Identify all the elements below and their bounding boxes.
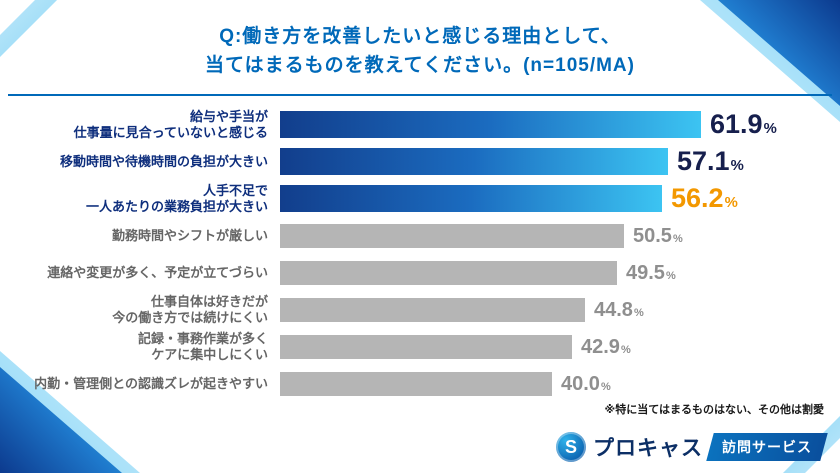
category-label: 勤務時間やシフトが厳しい xyxy=(111,227,268,243)
chart-row: 連絡や変更が多く、予定が立てづらい 49.5% xyxy=(8,254,832,291)
bar-gray xyxy=(280,297,585,322)
chart-row: 勤務時間やシフトが厳しい 50.5% xyxy=(8,217,832,254)
category-label: 移動時間や待機時間の負担が大きい xyxy=(59,153,268,169)
bar-chart: 給与や手当が 仕事量に見合っていないと感じる 61.9% 移動時間や待機時間の負担が大… xyxy=(8,106,832,402)
bar-gray xyxy=(280,371,552,396)
service-tag-badge: 訪問サービス xyxy=(706,433,828,461)
category-label: 連絡や変更が多く、予定が立てづらい xyxy=(47,264,268,280)
chart-row: 給与や手当が 仕事量に見合っていないと感じる 61.9% xyxy=(8,106,832,143)
category-label: 給与や手当が 仕事量に見合っていないと感じる xyxy=(73,109,268,140)
value-label: 40.0% xyxy=(561,372,611,395)
brand-name: プロキャス xyxy=(593,437,703,460)
chart-row: 仕事自体は好きだが 今の働き方では続けにくい 44.8% xyxy=(8,291,832,328)
chart-title: Q:働き方を改善したいと感じる理由として、 当てはまるものを教えてください。(n… xyxy=(0,22,840,81)
service-tag-label: 訪問サービス xyxy=(722,439,812,455)
chart-row: 人手不足で 一人あたりの業務負担が大きい 56.2% xyxy=(8,180,832,217)
chart-title-line1: Q:働き方を改善したいと感じる理由として、 xyxy=(219,26,621,47)
category-label: 内勤・管理側との認識ズレが起きやすい xyxy=(34,375,268,391)
bar-blue xyxy=(280,185,662,212)
brand-logo: S プロキャス 訪問サービス xyxy=(556,432,828,462)
bar-gray xyxy=(280,223,624,248)
value-label: 57.1% xyxy=(677,146,744,176)
value-label: 42.9% xyxy=(581,335,631,358)
bar-blue xyxy=(280,111,701,138)
category-label: 記録・事務作業が多く ケアに集中しにくい xyxy=(137,331,268,362)
chart-footnote: ※特に当てはまるものはない、その他は割愛 xyxy=(604,404,824,416)
bar-gray xyxy=(280,260,617,285)
chart-row: 記録・事務作業が多く ケアに集中しにくい 42.9% xyxy=(8,328,832,365)
bar-gray xyxy=(280,334,572,359)
value-label: 61.9% xyxy=(710,109,777,139)
value-label: 49.5% xyxy=(626,261,676,284)
bar-blue xyxy=(280,148,668,175)
chart-row: 内勤・管理側との認識ズレが起きやすい 40.0% xyxy=(8,365,832,402)
value-label: 56.2% xyxy=(671,183,738,213)
title-divider xyxy=(8,94,832,96)
category-label: 仕事自体は好きだが 今の働き方では続けにくい xyxy=(112,294,268,325)
chart-title-line2: 当てはまるものを教えてください。(n=105/MA) xyxy=(205,55,635,77)
procas-logo-icon: S xyxy=(556,432,586,462)
category-label: 人手不足で 一人あたりの業務負担が大きい xyxy=(85,183,268,214)
value-label: 50.5% xyxy=(633,224,683,247)
value-label: 44.8% xyxy=(594,298,644,321)
chart-row: 移動時間や待機時間の負担が大きい 57.1% xyxy=(8,143,832,180)
